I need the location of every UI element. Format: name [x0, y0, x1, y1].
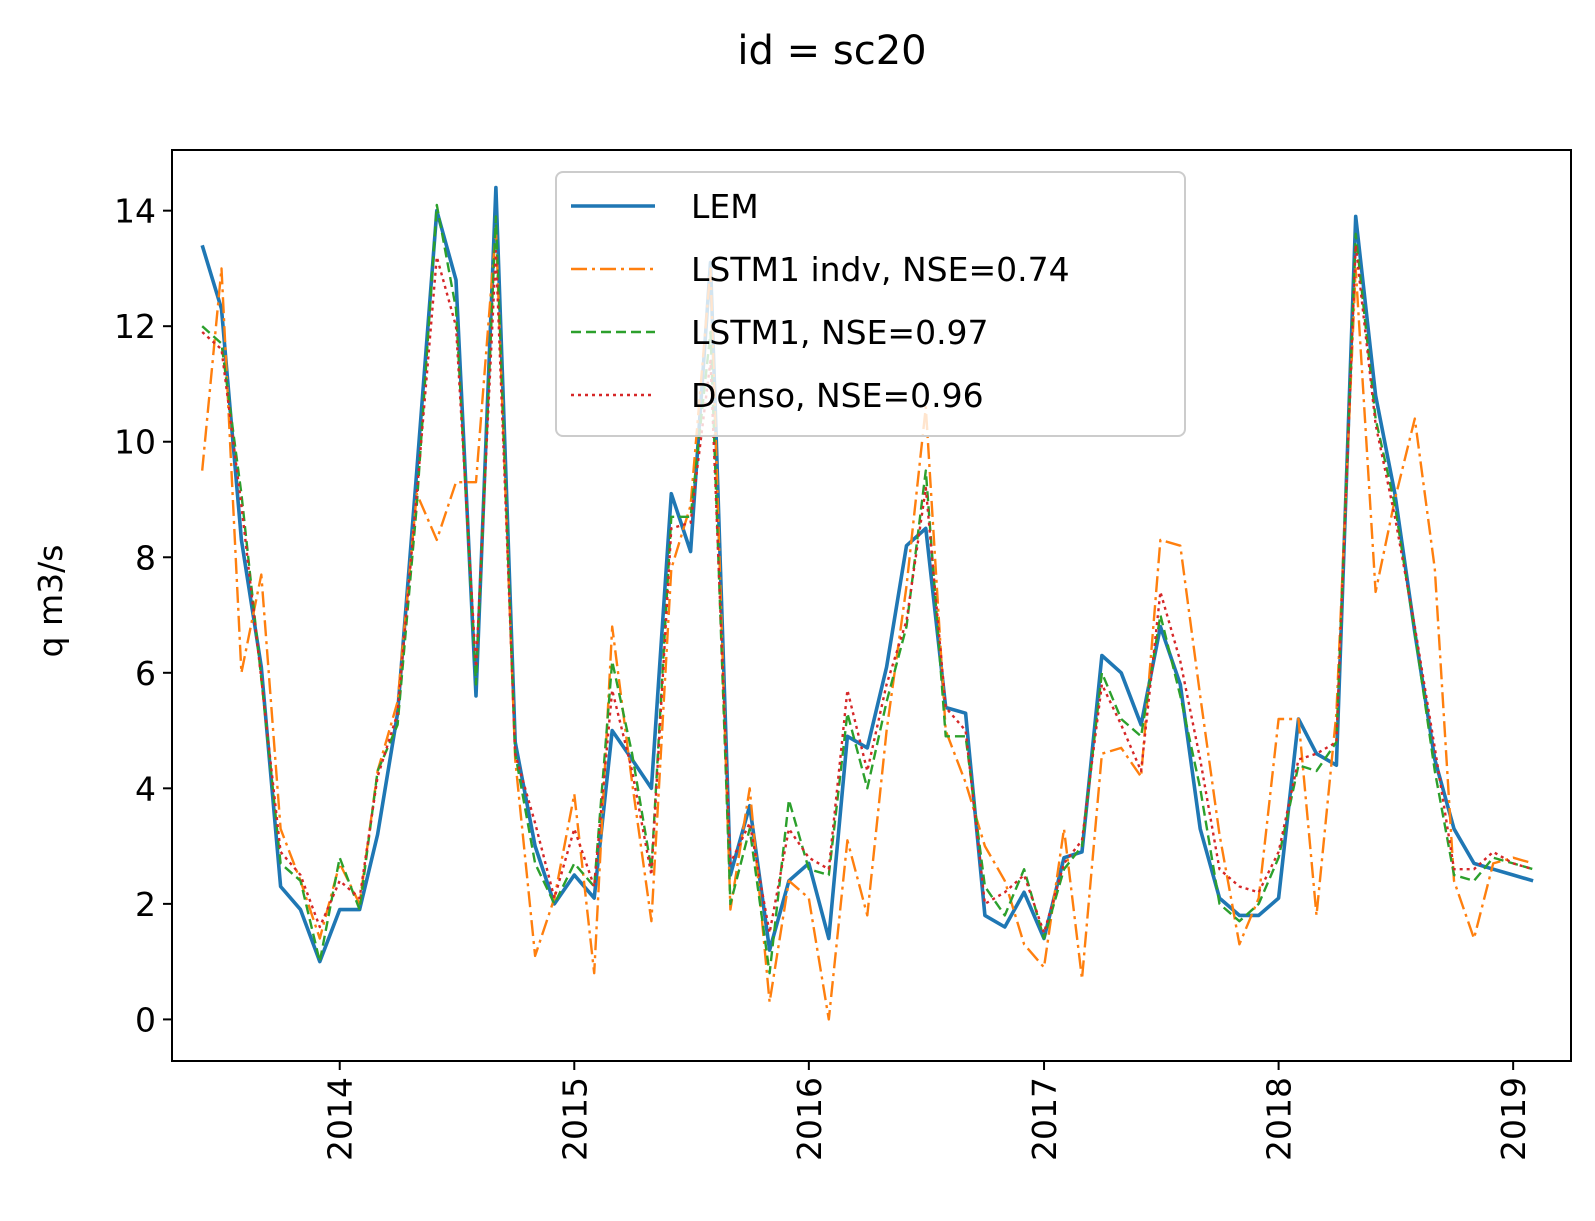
legend-entry-lem: LEM [571, 187, 759, 226]
legend-entry-lstm1-indv-nse-0-74: LSTM1 indv, NSE=0.74 [571, 250, 1070, 289]
chart-title: id = sc20 [737, 28, 926, 74]
x-tick-label: 2014 [321, 1077, 360, 1161]
x-tick-label: 2017 [1025, 1077, 1064, 1161]
legend-entry-denso-nse-0-96: Denso, NSE=0.96 [571, 376, 984, 415]
series-line-lem [200, 185, 1534, 964]
y-axis-title: q m3/s [31, 545, 70, 658]
legend-label: LSTM1 indv, NSE=0.74 [691, 250, 1070, 289]
x-axis: 2014 2015 2016 2017 2018 2019 [321, 1061, 1533, 1161]
x-tick-label: 2019 [1494, 1077, 1533, 1161]
y-tick-label: 2 [135, 885, 156, 924]
y-tick-label: 6 [135, 654, 156, 693]
x-tick-label: 2015 [555, 1077, 594, 1161]
legend-label: LEM [691, 187, 759, 226]
legend-box [555, 171, 1186, 437]
y-tick-label: 10 [114, 423, 156, 462]
plot-area-frame [171, 149, 1572, 1062]
series-line-lstm1-indv-nse-0-74 [201, 226, 1534, 1021]
series-line-denso-nse-0-96 [201, 244, 1534, 934]
y-tick-label: 0 [135, 1000, 156, 1039]
legend-label: Denso, NSE=0.96 [691, 376, 984, 415]
y-tick-label: 12 [114, 307, 156, 346]
x-tick-label: 2018 [1260, 1077, 1299, 1161]
legend-label: LSTM1, NSE=0.97 [691, 313, 989, 352]
x-tick-label: 2016 [790, 1077, 829, 1161]
y-axis: 0 2 4 6 8 10 12 14 [114, 192, 172, 1039]
series-line-lstm1-nse-0-97 [201, 203, 1534, 975]
y-tick-label: 4 [135, 769, 156, 808]
legend: LEM LSTM1 indv, NSE=0.74 LSTM1, NSE=0.97 De… [555, 171, 1186, 437]
y-tick-label: 14 [114, 192, 156, 231]
legend-entry-lstm1-nse-0-97: LSTM1, NSE=0.97 [571, 313, 989, 352]
series-layer [200, 185, 1534, 1021]
y-tick-label: 8 [135, 538, 156, 577]
